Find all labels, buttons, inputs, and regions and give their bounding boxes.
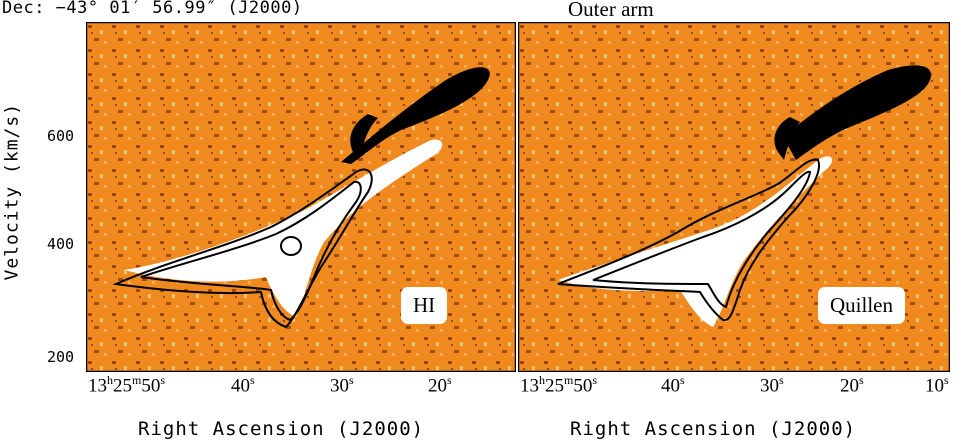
x-tick-left-2: 40s: [231, 373, 255, 397]
x-tick-left-4: 20s: [428, 373, 452, 397]
quillen-panel-label: Quillen: [818, 287, 905, 324]
absorption-feature: [783, 65, 932, 160]
x-axis-label-right: Right Ascension (J2000): [570, 418, 857, 440]
contour-outer: [112, 168, 373, 329]
x-tick-left-1: 13h25m50s: [88, 373, 166, 397]
absorption-tail: [774, 117, 800, 160]
emission-feature: [558, 156, 833, 327]
absorption-tail: [350, 114, 378, 160]
x-axis-label-left: Right Ascension (J2000): [138, 418, 425, 440]
x-tick-right-3: 30s: [760, 373, 784, 397]
x-tick-right-2: 40s: [661, 373, 685, 397]
x-tick-left-3: 30s: [330, 373, 354, 397]
contour-island: [280, 236, 302, 256]
x-tick-right-1: 13h25m50s: [520, 373, 598, 397]
absorption-feature: [341, 67, 490, 164]
y-axis-label: Velocity (km/s): [1, 102, 23, 281]
outer-arm-annotation: Outer arm: [568, 0, 654, 21]
contour-inner: [140, 180, 362, 322]
contour-inner: [592, 170, 812, 309]
y-tick-600: 600: [47, 127, 75, 145]
x-tick-right-4: 20s: [840, 373, 864, 397]
emission-feature: [124, 139, 443, 317]
contour-outer: [557, 158, 820, 322]
y-tick-400: 400: [47, 235, 75, 253]
x-tick-right-5: 10s: [925, 373, 949, 397]
declination-label: Dec: −43° 01′ 56.99″ (J2000): [2, 0, 303, 18]
map-background: [86, 22, 516, 372]
hi-panel: [86, 22, 516, 372]
hi-panel-label: HI: [401, 287, 448, 324]
y-tick-200: 200: [47, 348, 75, 366]
